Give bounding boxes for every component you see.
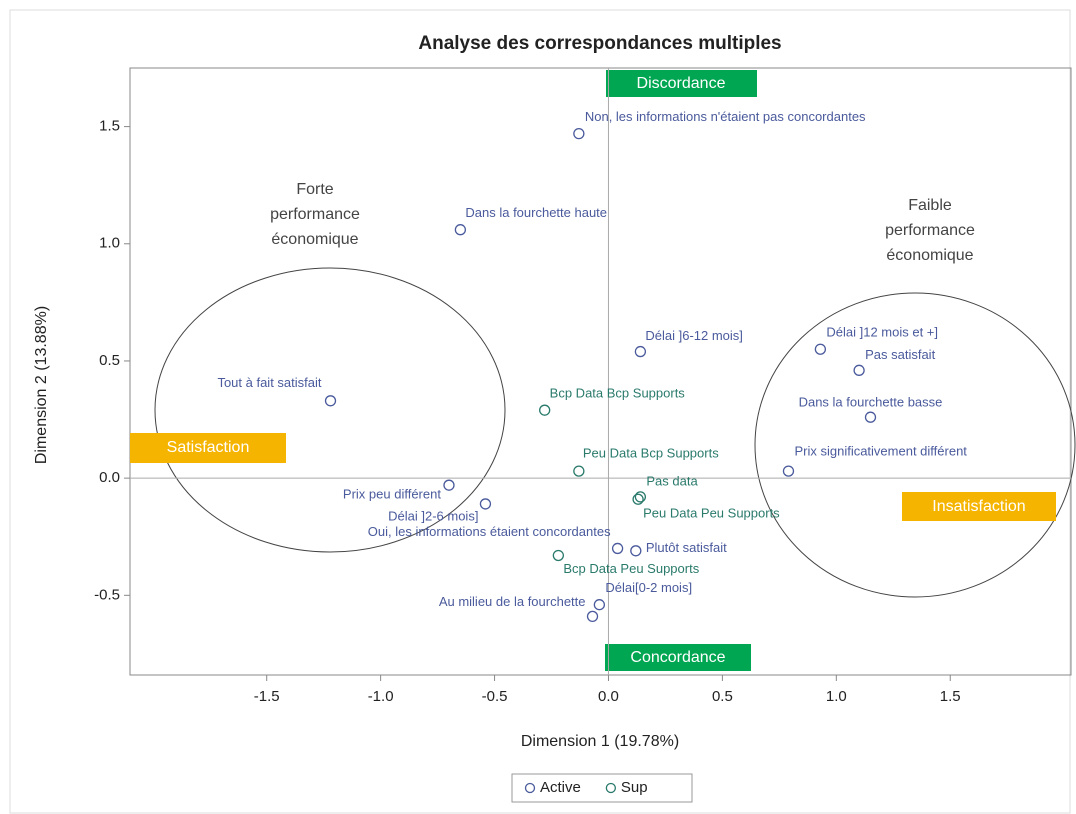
y-tick-label: -0.5 [94,586,120,603]
point [864,411,877,423]
x-tick-label: -1.0 [368,688,394,705]
group-ellipse [754,292,1076,598]
legend-marker [524,782,536,794]
point-label: Tout à fait satisfait [217,375,321,390]
y-tick-label: 0.5 [99,352,120,369]
point-label: Oui, les informations étaient concordant… [368,524,611,539]
annotation-box [605,644,751,671]
y-axis-label: Dimension 2 (13.88%) [33,306,50,464]
point [782,465,795,477]
point-label: Dans la fourchette haute [465,205,607,220]
point-label: Prix significativement différent [794,444,967,459]
point [593,599,606,611]
x-tick-label: 1.0 [826,688,847,705]
point-label: Délai[0-2 mois] [605,580,692,595]
annotation: Discordance [637,75,726,92]
point-label: Peu Data Peu Supports [643,506,780,521]
group-label: performance [270,206,360,223]
point [853,364,865,376]
point-label: Bcp Data Peu Supports [563,561,699,576]
point-label: Pas data [646,473,698,488]
point [634,345,647,358]
x-tick-label: -1.5 [254,688,280,705]
point [634,491,647,503]
annotation-box [902,492,1056,521]
y-tick-label: 1.5 [99,118,120,135]
point-label: Peu Data Bcp Supports [583,446,719,461]
group-label: performance [885,222,975,239]
legend-label: Active [540,779,581,796]
group-label: économique [886,247,973,264]
legend-marker [605,782,617,794]
point-label: Délai ]12 mois et +] [826,325,938,340]
annotation: Satisfaction [167,439,250,456]
point [443,479,455,491]
frame [9,9,1071,814]
point-label: Délai ]6-12 mois] [645,328,743,343]
group-ellipse [154,267,506,553]
point [454,224,467,236]
point-label: Non, les informations n'étaient pas conc… [585,109,866,124]
chart-title: Analyse des correspondances multiples [418,33,781,54]
point-label: Prix peu différent [343,487,441,502]
group-label: Forte [296,181,333,198]
point [586,610,599,623]
x-axis-label: Dimension 1 (19.78%) [521,733,679,750]
x-tick-label: -0.5 [482,688,508,705]
point [573,465,585,477]
point [611,542,624,555]
point [324,395,337,407]
legend [511,773,693,803]
x-tick-label: 0.0 [598,688,619,705]
y-tick-label: 0.0 [99,469,120,486]
point-label: Plutôt satisfait [646,540,727,555]
point-label: Dans la fourchette basse [799,395,943,410]
point [630,545,642,557]
x-tick-label: 1.5 [940,688,961,705]
point-label: Bcp Data Bcp Supports [550,386,686,401]
point-label: Au milieu de la fourchette [439,594,586,609]
legend-label: Sup [621,779,648,796]
annotation-box [130,433,286,463]
point [539,404,551,416]
annotations: Discordance Concordance Satisfaction Ins… [130,70,1056,671]
point-label: Délai ]2-6 mois] [388,508,478,523]
annotation: Concordance [630,649,725,666]
point [632,493,644,505]
y-tick-label: 1.0 [99,235,120,252]
point [479,498,492,510]
group-label: Faible [908,197,952,214]
group-label: économique [271,231,358,248]
annotation: Insatisfaction [932,498,1025,515]
point [552,549,564,562]
point [573,127,585,140]
point-label: Pas satisfait [865,347,935,362]
point [814,343,827,355]
annotation-box [606,70,757,97]
x-tick-label: 0.5 [712,688,733,705]
plot-area [129,67,1072,676]
